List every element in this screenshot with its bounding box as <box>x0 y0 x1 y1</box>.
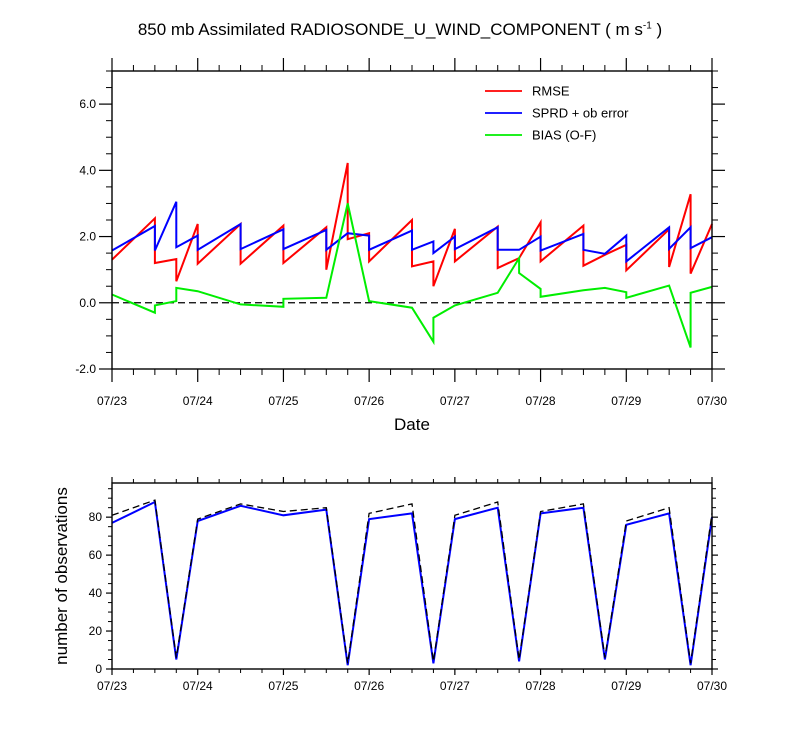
y-tick-label: 6.0 <box>79 97 96 111</box>
chart-title-close: ) <box>651 20 663 39</box>
series-line-observations-used <box>111 500 713 666</box>
x-tick-label: 07/27 <box>440 679 470 693</box>
y-tick-label: 2.0 <box>79 230 96 244</box>
x-tick-label: 07/25 <box>268 394 298 408</box>
y-tick-label: 4.0 <box>79 163 96 177</box>
top-panel: 07/23 07/24 07/25 07/26 07/27 07/28 07/29 07/30… <box>75 58 727 434</box>
x-tick-label: 07/23 <box>97 394 127 408</box>
chart-title: 850 mb Assimilated RADIOSONDE_U_WIND_COM… <box>0 20 800 40</box>
bottom-panel: 07/23 07/24 07/25 07/26 07/27 07/28 07/29 07/30… <box>52 477 727 693</box>
chart-title-exponent: -1 <box>642 20 652 32</box>
x-tick-label: 07/27 <box>440 394 470 408</box>
x-tick-label: 07/25 <box>268 679 298 693</box>
x-tick-label: 07/24 <box>183 394 213 408</box>
y-tick-label: 20 <box>89 624 103 638</box>
x-axis-title: Date <box>394 415 430 434</box>
legend-label-bias-o-f: BIAS (O-F) <box>532 128 596 143</box>
plot-frame <box>111 482 713 670</box>
x-tick-label: 07/29 <box>611 679 641 693</box>
y-tick-label: 60 <box>89 548 103 562</box>
x-tick-label: 07/28 <box>526 394 556 408</box>
y-tick-label: 0.0 <box>79 296 96 310</box>
x-tick-label: 07/28 <box>526 679 556 693</box>
series-line-bias-o-f <box>111 203 713 348</box>
series-line-rmse <box>111 162 713 287</box>
x-tick-label: 07/29 <box>611 394 641 408</box>
x-tick-label: 07/24 <box>183 679 213 693</box>
series-line-sprd-ob-error <box>111 201 713 264</box>
y-axis-title: number of observations <box>52 487 71 665</box>
y-tick-label: 0 <box>95 662 102 676</box>
legend-label-sprd-ob-error: SPRD + ob error <box>532 106 629 121</box>
x-tick-label: 07/26 <box>354 679 384 693</box>
y-tick-label: 80 <box>89 510 103 524</box>
x-tick-label: 07/26 <box>354 394 384 408</box>
chart-title-text: 850 mb Assimilated RADIOSONDE_U_WIND_COM… <box>137 20 643 39</box>
legend-label-rmse: RMSE <box>532 84 570 99</box>
x-tick-label: 07/30 <box>697 679 727 693</box>
y-tick-label: 40 <box>89 586 103 600</box>
y-tick-label: -2.0 <box>75 362 96 376</box>
x-tick-label: 07/30 <box>697 394 727 408</box>
x-tick-label: 07/23 <box>97 679 127 693</box>
series-line-observations-possible <box>111 499 713 664</box>
